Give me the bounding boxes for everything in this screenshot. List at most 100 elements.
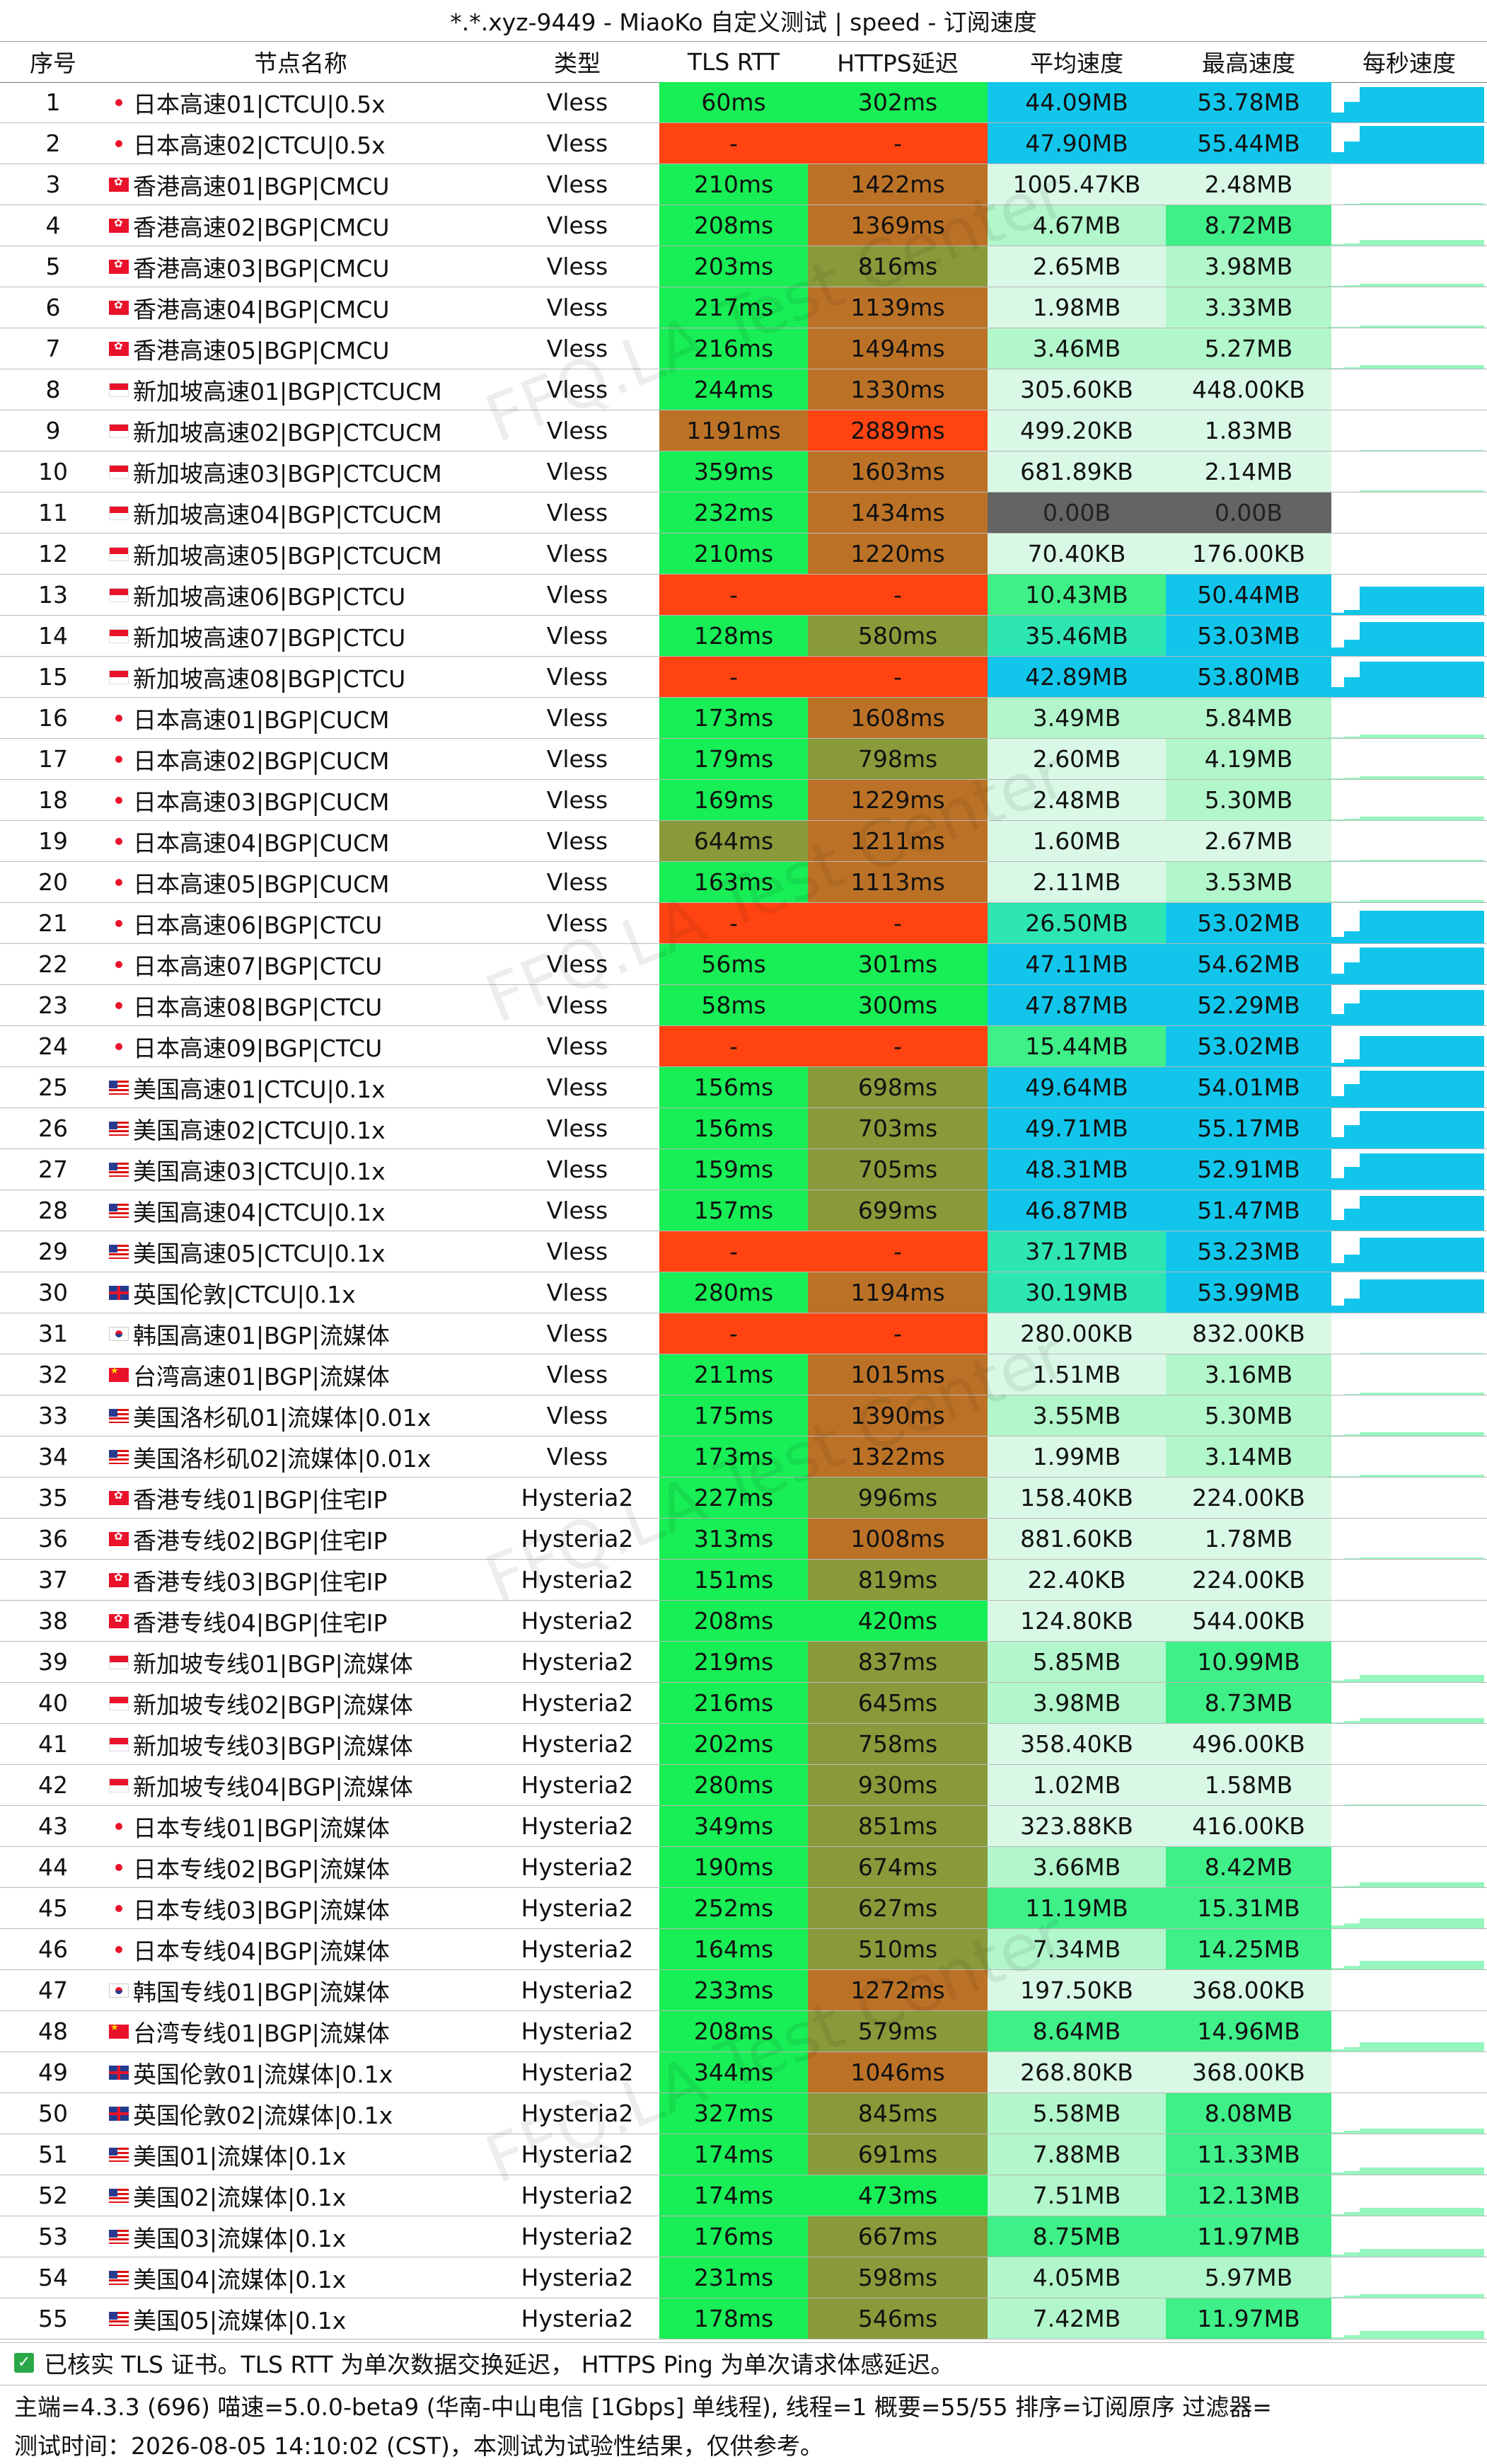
speed-bar: [1344, 1255, 1360, 1272]
speed-bar: [1406, 240, 1422, 246]
node-type-text: Vless: [546, 1320, 608, 1347]
avg-speed-text: 26.50MB: [1025, 909, 1128, 937]
https-latency-text: -: [893, 1032, 902, 1060]
node-type-text: Vless: [546, 868, 608, 896]
speed-bar: [1344, 1804, 1360, 1805]
avg-speed: 49.64MB: [988, 1067, 1166, 1107]
row-index-text: 36: [38, 1525, 68, 1553]
speed-bar: [1437, 1036, 1453, 1066]
tls-rtt-text: 169ms: [693, 786, 774, 814]
tls-rtt-text: -: [729, 129, 738, 157]
node-name: 日本高速09|BGP|CTCU: [106, 1026, 495, 1066]
speed-bar: [1453, 2167, 1469, 2175]
row-index: 25: [0, 1067, 106, 1107]
speed-bar: [1391, 284, 1406, 287]
speed-bar: [1391, 1675, 1406, 1682]
node-type: Vless: [495, 1395, 659, 1436]
node-name: 英国伦敦02|流媒体|0.1x: [106, 2093, 495, 2134]
tls-rtt-text: 173ms: [693, 1443, 774, 1470]
per-second-speed-sparkline: [1329, 1354, 1487, 1395]
node-name: 香港专线01|BGP|住宅IP: [106, 1478, 495, 1518]
https-latency: 851ms: [808, 1806, 988, 1846]
us-flag-icon: [109, 1203, 129, 1218]
speed-bar: [1344, 2212, 1360, 2216]
speed-bar: [1469, 735, 1484, 738]
row-index-text: 12: [38, 540, 68, 568]
max-speed-text: 3.53MB: [1204, 868, 1293, 896]
speed-bar: [1375, 1393, 1391, 1395]
max-speed: 53.02MB: [1166, 1026, 1331, 1066]
tls-rtt-text: 175ms: [693, 1402, 774, 1429]
row-index-text: 46: [38, 1935, 68, 1963]
max-speed: 0.00B: [1166, 493, 1331, 533]
row-index-text: 5: [45, 253, 61, 280]
speed-bar: [1360, 900, 1375, 902]
tls-rtt: -: [659, 1313, 808, 1354]
table-row: 10 新加坡高速03|BGP|CTCUCM Vless 359ms 1603ms 681.…: [0, 451, 1487, 493]
speed-bar: [1406, 1196, 1422, 1231]
speed-bar: [1391, 990, 1406, 1025]
tls-rtt-text: 210ms: [693, 171, 774, 198]
node-type-text: Vless: [546, 499, 608, 526]
https-latency: 645ms: [808, 1683, 988, 1723]
node-name-text: 日本高速05|BGP|CUCM: [133, 870, 390, 898]
per-second-speed-sparkline: [1329, 534, 1487, 574]
speed-bar: [1453, 860, 1469, 861]
speed-bar: [1391, 2042, 1406, 2051]
speed-bar: [1406, 2042, 1422, 2051]
per-second-speed-sparkline: [1329, 205, 1487, 246]
avg-speed-text: 1.60MB: [1032, 827, 1121, 855]
speed-bar: [1375, 1036, 1391, 1066]
row-index: 54: [0, 2257, 106, 2298]
node-name: 新加坡高速06|BGP|CTCU: [106, 575, 495, 615]
speed-bar: [1422, 1558, 1437, 1559]
https-latency: -: [808, 1026, 988, 1066]
max-speed-text: 53.99MB: [1197, 1279, 1300, 1306]
node-type: Vless: [495, 1437, 659, 1477]
header-avg-speed: 平均速度: [1030, 50, 1123, 77]
speed-bar: [1453, 1918, 1469, 1928]
tls-rtt-text: 217ms: [693, 294, 774, 321]
per-second-speed-sparkline: [1329, 1190, 1487, 1231]
https-latency-text: 674ms: [857, 1853, 938, 1881]
avg-speed-text: 4.05MB: [1032, 2264, 1121, 2291]
node-name: 美国高速04|CTCU|0.1x: [106, 1190, 495, 1231]
speed-bar: [1360, 2294, 1375, 2298]
speed-bar: [1344, 1558, 1360, 1559]
node-name-text: 新加坡高速03|BGP|CTCUCM: [133, 459, 442, 488]
node-name: 日本高速01|BGP|CUCM: [106, 698, 495, 738]
speed-bar: [1344, 1721, 1360, 1723]
https-latency-text: 420ms: [857, 1607, 938, 1635]
speed-bar: [1453, 735, 1469, 738]
speed-bar: [1360, 2042, 1375, 2051]
tls-rtt-text: 159ms: [693, 1156, 774, 1183]
row-index: 30: [0, 1272, 106, 1313]
node-name: 新加坡高速01|BGP|CTCUCM: [106, 369, 495, 410]
avg-speed: 7.34MB: [988, 1929, 1166, 1969]
tls-rtt: 151ms: [659, 1560, 808, 1600]
per-second-speed-sparkline: [1329, 1272, 1487, 1313]
row-index: 42: [0, 1765, 106, 1805]
speed-bar: [1391, 2331, 1406, 2339]
node-type-text: Hysteria2: [521, 1935, 634, 1963]
max-speed: 11.33MB: [1166, 2134, 1331, 2175]
table-row: 34 美国洛杉矶02|流媒体|0.01x Vless 173ms 1322ms 1.99M…: [0, 1437, 1487, 1478]
per-second-speed-sparkline: [1329, 2011, 1487, 2051]
avg-speed: 1.60MB: [988, 821, 1166, 861]
avg-speed: 358.40KB: [988, 1724, 1166, 1764]
avg-speed-text: 2.48MB: [1032, 786, 1121, 814]
speed-bar: [1437, 2331, 1453, 2339]
node-type-text: Vless: [546, 417, 608, 444]
tls-rtt: 232ms: [659, 493, 808, 533]
per-second-speed-sparkline: [1329, 123, 1487, 163]
table-row: 39 新加坡专线01|BGP|流媒体 Hysteria2 219ms 837ms 5.85…: [0, 1642, 1487, 1683]
row-index-text: 13: [38, 581, 68, 609]
tls-rtt-text: 190ms: [693, 1853, 774, 1881]
avg-speed: 7.88MB: [988, 2134, 1166, 2175]
https-latency-text: 703ms: [857, 1115, 938, 1142]
tls-rtt-text: 644ms: [693, 827, 774, 855]
per-second-speed-sparkline: [1329, 739, 1487, 779]
node-name: 美国高速01|CTCU|0.1x: [106, 1067, 495, 1107]
per-second-speed-sparkline: [1329, 821, 1487, 861]
https-latency: 667ms: [808, 2216, 988, 2257]
